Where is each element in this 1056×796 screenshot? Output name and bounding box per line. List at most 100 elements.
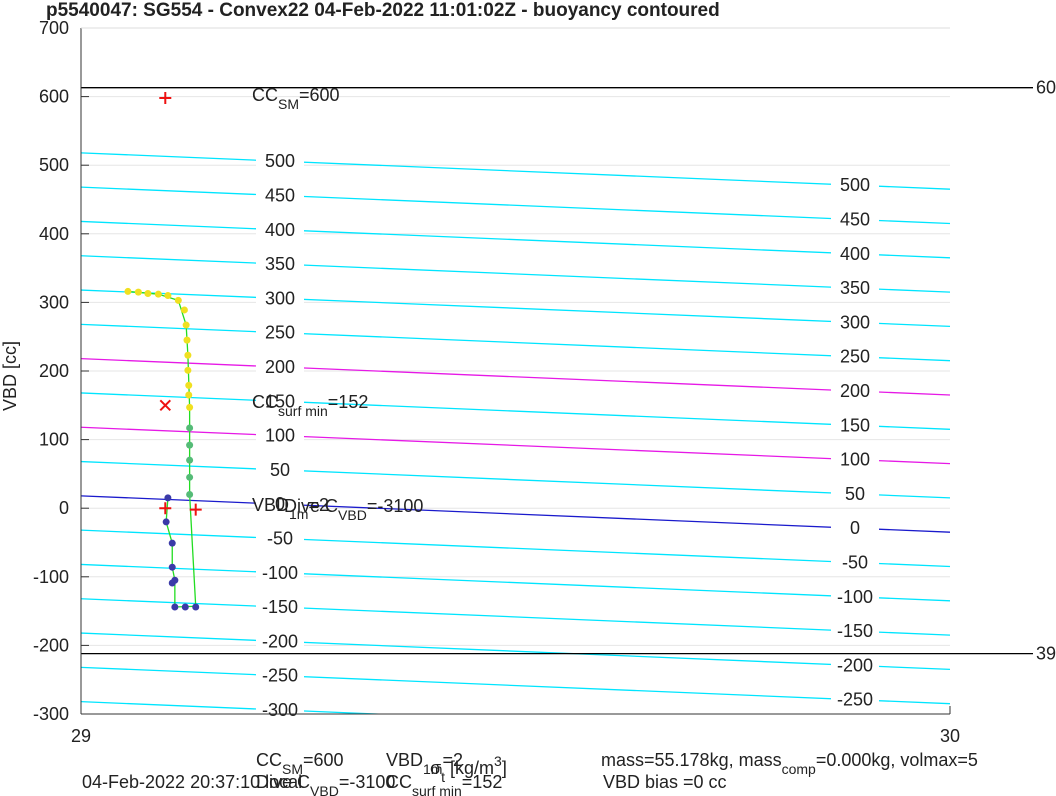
contour-label: -50	[267, 528, 293, 548]
contour-label: -250	[262, 666, 298, 686]
marker	[159, 91, 172, 104]
text-part: ]	[502, 758, 507, 778]
data-point	[124, 287, 132, 295]
y-tick-label: -300	[33, 704, 69, 724]
text-part: =600	[299, 85, 340, 105]
data-point	[171, 603, 179, 611]
contour-label-bg	[831, 654, 879, 677]
text-part: =-3100	[339, 772, 396, 792]
text-part: Dive C	[284, 496, 338, 516]
text-part: σ	[430, 758, 441, 778]
contour-line	[81, 426, 950, 465]
footer-text: VBD bias =0 cc	[603, 772, 727, 792]
contour-label-bg	[831, 620, 879, 643]
data-point	[144, 289, 152, 297]
contour-label: 250	[265, 323, 295, 343]
data-point	[186, 456, 194, 464]
text-part: =152	[328, 392, 369, 412]
footer-text: Dive CVBD=-3100	[256, 772, 395, 796]
contour-label: -200	[262, 631, 298, 651]
subscript: 1m	[423, 761, 442, 777]
plot-area	[81, 152, 950, 714]
contour-label-bg	[256, 218, 304, 241]
contour-label: 100	[265, 426, 295, 446]
text-part: =2	[308, 495, 329, 515]
contour-label-bg	[831, 448, 879, 471]
contour-label: 50	[270, 460, 290, 480]
text-part: VBD bias =0 cc	[603, 772, 727, 792]
contour-label: 450	[840, 210, 870, 230]
contour-label: -200	[837, 655, 873, 675]
contour-label-bg	[256, 698, 304, 721]
text-part: =152	[462, 772, 503, 792]
contour-label-bg	[256, 493, 304, 516]
contour-line	[81, 220, 950, 259]
contour-label-bg	[256, 664, 304, 687]
contour-label-bg	[256, 561, 304, 584]
x-tick-label: 29	[71, 726, 91, 746]
data-point	[168, 579, 176, 587]
text-part: mass=55.178kg, mass	[601, 750, 782, 770]
subscript: SM	[282, 761, 303, 777]
contour-label: -150	[837, 621, 873, 641]
data-point	[184, 366, 192, 374]
subscript: VBD	[338, 507, 367, 523]
contour-label-bg	[831, 311, 879, 334]
data-point	[192, 603, 200, 611]
footer-text: mass=55.178kg, masscomp=0.000kg, volmax=…	[601, 750, 978, 777]
data-point	[185, 381, 193, 389]
text-part: CC	[252, 85, 278, 105]
contour-label-bg	[831, 517, 879, 540]
contour-label-bg	[831, 380, 879, 403]
text-part: =2	[442, 750, 463, 770]
text-part: Dive C	[256, 772, 310, 792]
data-point	[164, 292, 172, 300]
contour-label: 0	[275, 494, 285, 514]
x-tick-label: 30	[940, 726, 960, 746]
data-point	[164, 494, 172, 502]
contour-line	[81, 152, 950, 190]
subscript: SM	[278, 96, 299, 112]
contour-label: -100	[837, 587, 873, 607]
contour-line	[81, 495, 950, 533]
y-tick-label: 400	[39, 224, 69, 244]
contour-label-bg	[256, 458, 304, 481]
contour-label: 400	[840, 244, 870, 264]
contour-label-bg	[256, 527, 304, 550]
contour-line	[81, 598, 950, 636]
contour-label: 300	[840, 312, 870, 332]
text-part: CC	[256, 750, 282, 770]
superscript: 3	[494, 753, 502, 769]
contour-line	[81, 460, 950, 499]
contour-label-bg	[831, 345, 879, 368]
contour-label: 450	[265, 185, 295, 205]
footer-text: CCsurf min=152	[386, 772, 502, 796]
contour-label: -250	[837, 690, 873, 710]
text-part: =-3100	[367, 496, 424, 516]
y-tick-label: -200	[33, 635, 69, 655]
data-point	[185, 391, 193, 399]
subscript: 1m	[289, 506, 308, 522]
contour-label-bg	[256, 287, 304, 310]
contour-label: -300	[262, 700, 298, 720]
text-part: [kg/m	[445, 758, 494, 778]
contour-label: -50	[842, 553, 868, 573]
contour-label: 200	[840, 381, 870, 401]
annotation: CCsurf min=152	[252, 392, 368, 419]
subscript: surf min	[278, 403, 328, 419]
y-axis-label: VBD [cc]	[0, 341, 20, 411]
contour-label-bg	[831, 414, 879, 437]
contour-label: 300	[265, 288, 295, 308]
contour-label: 50	[845, 484, 865, 504]
subscript: VBD	[310, 783, 339, 796]
subscript: surf min	[412, 783, 462, 796]
annotation: CCSM=600	[252, 85, 340, 112]
contour-label: -100	[262, 563, 298, 583]
text-part: 04-Feb-2022 20:37:10 local	[82, 772, 302, 792]
contour-label-bg	[256, 321, 304, 344]
contour-line	[81, 632, 950, 671]
contour-label-bg	[831, 174, 879, 197]
text-part: VBD	[386, 750, 423, 770]
contour-label-bg	[831, 208, 879, 231]
